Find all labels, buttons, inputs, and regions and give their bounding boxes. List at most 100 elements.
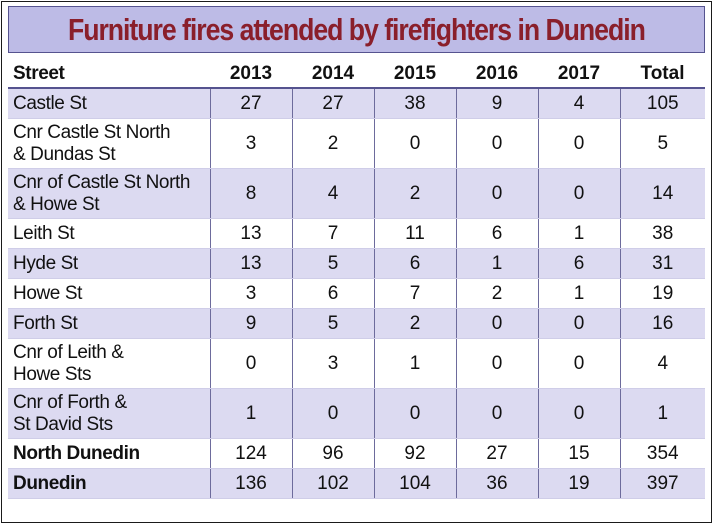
street-name-line: Forth St [13, 312, 78, 334]
year-value-cell: 0 [373, 118, 456, 169]
street-cell: Cnr of Leith & Howe Sts [8, 338, 210, 389]
year-value-cell: 0 [455, 118, 538, 169]
street-cell: Cnr Castle St North & Dundas St [8, 118, 210, 169]
street-name-line: Leith St [13, 222, 75, 244]
table-row: Forth St 9 5 2 0 0 16 [8, 308, 705, 339]
year-value-cell: 92 [373, 438, 456, 469]
street-name-line: Cnr of Leith & [13, 341, 124, 363]
column-header: 2014 [292, 60, 374, 89]
street-cell: Hyde St [8, 248, 210, 279]
street-cell: Leith St [8, 218, 210, 249]
year-value-cell: 0 [537, 338, 620, 389]
year-value-cell: 6 [455, 218, 538, 249]
street-name-line: Hyde St [13, 252, 78, 274]
year-value-cell: 1 [537, 278, 620, 309]
street-name-line: Cnr of Forth & [13, 391, 127, 413]
column-header: 2015 [374, 60, 456, 89]
year-value-cell: 104 [373, 468, 456, 499]
year-value-cell: 4 [291, 168, 374, 219]
year-value-cell: 15 [537, 438, 620, 469]
column-header: Street [8, 60, 210, 89]
total-cell: 14 [619, 168, 705, 219]
total-cell: 16 [619, 308, 705, 339]
street-name-line: Cnr Castle St North [13, 121, 171, 143]
total-cell: 19 [619, 278, 705, 309]
street-name-line: Howe Sts [13, 363, 92, 385]
year-value-cell: 0 [455, 338, 538, 389]
total-cell: 5 [619, 118, 705, 169]
year-value-cell: 0 [537, 118, 620, 169]
table-row: Hyde St 13 5 6 1 6 31 [8, 248, 705, 279]
total-cell: 105 [619, 88, 705, 119]
year-value-cell: 124 [209, 438, 292, 469]
table-row: Dunedin 136 102 104 36 19 397 [8, 468, 705, 499]
street-name-line: North Dunedin [13, 442, 140, 464]
table-row: Cnr Castle St North & Dundas St 3 2 0 0 0 5 [8, 118, 705, 169]
year-value-cell: 2 [455, 278, 538, 309]
year-value-cell: 9 [209, 308, 292, 339]
year-value-cell: 0 [291, 388, 374, 439]
chart-title: Furniture fires attended by firefighters… [68, 11, 646, 47]
year-value-cell: 0 [455, 388, 538, 439]
year-value-cell: 3 [209, 278, 292, 309]
year-value-cell: 38 [373, 88, 456, 119]
year-value-cell: 0 [537, 308, 620, 339]
year-value-cell: 102 [291, 468, 374, 499]
year-value-cell: 7 [291, 218, 374, 249]
year-value-cell: 27 [209, 88, 292, 119]
year-value-cell: 136 [209, 468, 292, 499]
fires-table: Street 2013 2014 2015 2016 2017 Total Ca… [8, 60, 705, 499]
street-cell: Cnr of Castle St North & Howe St [8, 168, 210, 219]
year-value-cell: 1 [537, 218, 620, 249]
table-row: Leith St 13 7 11 6 1 38 [8, 218, 705, 249]
street-name-line: Castle St [13, 92, 87, 114]
table-row: Howe St 3 6 7 2 1 19 [8, 278, 705, 309]
street-name-line: St David Sts [13, 413, 113, 435]
year-value-cell: 8 [209, 168, 292, 219]
year-value-cell: 5 [291, 308, 374, 339]
table-row: Castle St 27 27 38 9 4 105 [8, 88, 705, 119]
year-value-cell: 96 [291, 438, 374, 469]
street-name-line: Howe St [13, 282, 83, 304]
column-header: 2013 [210, 60, 292, 89]
street-name-line: Dunedin [13, 472, 87, 494]
year-value-cell: 1 [373, 338, 456, 389]
year-value-cell: 0 [209, 338, 292, 389]
year-value-cell: 9 [455, 88, 538, 119]
year-value-cell: 6 [373, 248, 456, 279]
column-header: 2016 [456, 60, 538, 89]
table-row: Cnr of Castle St North & Howe St 8 4 2 0 0 14 [8, 168, 705, 219]
year-value-cell: 0 [455, 168, 538, 219]
total-cell: 397 [619, 468, 705, 499]
year-value-cell: 0 [537, 388, 620, 439]
street-cell: Forth St [8, 308, 210, 339]
year-value-cell: 6 [537, 248, 620, 279]
total-cell: 1 [619, 388, 705, 439]
column-header: 2017 [538, 60, 620, 89]
year-value-cell: 3 [209, 118, 292, 169]
street-name-line: & Dundas St [13, 143, 116, 165]
year-value-cell: 6 [291, 278, 374, 309]
year-value-cell: 27 [455, 438, 538, 469]
street-cell: Castle St [8, 88, 210, 119]
year-value-cell: 7 [373, 278, 456, 309]
year-value-cell: 3 [291, 338, 374, 389]
street-name-line: Cnr of Castle St North [13, 171, 191, 193]
column-header: Total [620, 60, 705, 89]
year-value-cell: 19 [537, 468, 620, 499]
header-row: Street 2013 2014 2015 2016 2017 Total [8, 60, 705, 89]
title-band: Furniture fires attended by firefighters… [8, 6, 705, 53]
year-value-cell: 1 [455, 248, 538, 279]
total-cell: 38 [619, 218, 705, 249]
table-row: Cnr of Forth & St David Sts 1 0 0 0 0 1 [8, 388, 705, 439]
year-value-cell: 27 [291, 88, 374, 119]
total-cell: 354 [619, 438, 705, 469]
year-value-cell: 13 [209, 248, 292, 279]
year-value-cell: 11 [373, 218, 456, 249]
year-value-cell: 5 [291, 248, 374, 279]
street-cell: Cnr of Forth & St David Sts [8, 388, 210, 439]
street-name-line: & Howe St [13, 193, 100, 215]
street-cell: North Dunedin [8, 438, 210, 469]
year-value-cell: 4 [537, 88, 620, 119]
table-row: Cnr of Leith & Howe Sts 0 3 1 0 0 4 [8, 338, 705, 389]
